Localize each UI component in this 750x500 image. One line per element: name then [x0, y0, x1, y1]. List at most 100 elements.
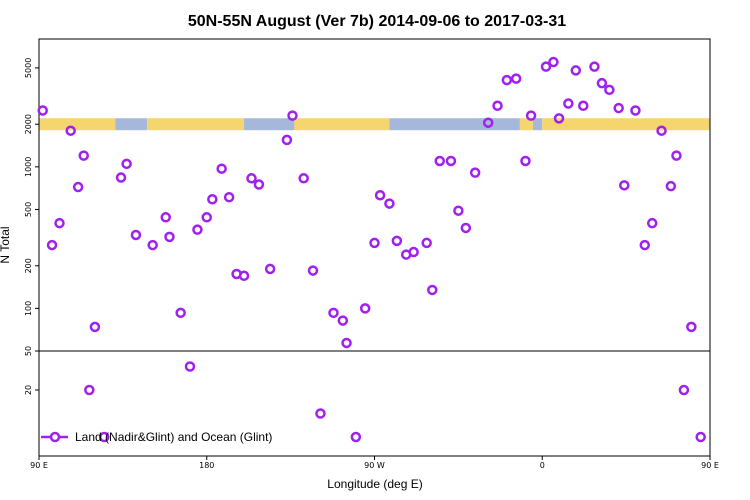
data-point: [72, 181, 84, 193]
data-point: [337, 315, 349, 326]
data-point: [238, 270, 250, 282]
data-point: [84, 384, 95, 396]
data-point: [570, 65, 582, 76]
data-point: [408, 246, 419, 258]
data-point: [391, 235, 403, 247]
y-tick-label: 500: [24, 202, 33, 217]
y-axis: 50 100 200 500 1000 2000 5000 20: [24, 58, 39, 395]
band-segment-land: [519, 118, 533, 131]
data-point: [671, 150, 682, 161]
y-tick-label: 100: [24, 301, 33, 316]
data-point: [253, 179, 265, 190]
data-point: [246, 173, 257, 184]
data-point: [453, 205, 464, 216]
x-tick-label: 180: [199, 461, 214, 470]
data-point: [147, 239, 158, 251]
data-point: [98, 431, 110, 443]
y-tick-label: 200: [24, 258, 33, 273]
data-point: [553, 113, 565, 124]
data-point: [160, 212, 171, 223]
chart-title: 50N-55N August (Ver 7b) 2014-09-06 to 20…: [188, 13, 566, 30]
x-tick-label: 0: [540, 461, 545, 470]
y-tick-label: 20: [24, 385, 33, 395]
data-point: [374, 189, 386, 201]
x-tick-label: 90 E: [701, 461, 719, 470]
data-point: [164, 231, 175, 243]
data-point: [115, 172, 127, 183]
data-point: [121, 158, 132, 170]
band-segment-ocean: [244, 118, 295, 131]
legend: Land (Nadir&Glint) and Ocean (Glint): [41, 430, 272, 444]
data-point: [604, 84, 615, 96]
band-segment-land: [39, 118, 116, 131]
band-segment-ocean: [115, 118, 148, 131]
band-segment-land: [294, 118, 390, 131]
data-point: [678, 384, 690, 396]
data-point: [619, 180, 630, 191]
land-ocean-band: [39, 118, 710, 131]
data-point: [501, 74, 513, 86]
data-point: [646, 217, 658, 229]
data-point: [434, 155, 445, 167]
data-point: [216, 163, 227, 174]
data-point: [578, 100, 589, 112]
x-axis: 90 E 180 90 W 0 90 E: [30, 456, 719, 470]
data-points: [37, 56, 706, 443]
data-point: [639, 239, 651, 251]
data-point: [201, 212, 212, 223]
data-point: [359, 303, 371, 314]
data-point: [686, 321, 697, 333]
data-point: [315, 408, 326, 419]
data-point: [54, 217, 65, 229]
data-point: [421, 237, 432, 249]
data-point: [563, 98, 574, 109]
data-point: [589, 61, 600, 72]
data-point: [298, 173, 309, 184]
data-point: [130, 229, 142, 241]
x-tick-label: 90 E: [30, 461, 48, 470]
data-point: [613, 102, 624, 114]
data-point: [89, 321, 101, 333]
data-point: [665, 180, 677, 192]
data-point: [540, 61, 552, 72]
data-point: [328, 307, 339, 319]
data-point: [264, 263, 276, 275]
data-point: [281, 134, 293, 146]
data-point: [695, 431, 706, 443]
data-point: [184, 361, 196, 372]
data-point: [192, 224, 203, 235]
data-point: [525, 110, 537, 121]
data-point: [630, 105, 641, 116]
data-point: [37, 105, 48, 116]
band-segment-land: [542, 118, 710, 131]
y-tick-label: 2000: [24, 114, 33, 134]
y-tick-label: 5000: [24, 58, 33, 78]
band-segment-ocean: [389, 118, 520, 131]
data-point: [65, 125, 76, 136]
data-point: [384, 198, 395, 209]
data-point: [207, 194, 218, 205]
y-tick-label: 50: [24, 346, 33, 356]
data-point: [223, 191, 235, 203]
band-segment-ocean: [532, 118, 543, 131]
legend-label: Land (Nadir&Glint) and Ocean (Glint): [75, 430, 272, 444]
data-point: [287, 110, 298, 121]
data-point: [510, 73, 522, 84]
data-point: [469, 167, 481, 178]
data-point: [46, 239, 58, 251]
data-point: [492, 100, 503, 112]
y-tick-label: 1000: [24, 157, 33, 177]
data-point: [78, 150, 89, 161]
data-point: [445, 155, 457, 167]
data-point: [596, 77, 608, 89]
data-point: [520, 155, 531, 167]
data-point: [548, 56, 559, 68]
band-segment-land: [147, 118, 245, 131]
data-point: [656, 125, 667, 136]
y-axis-label: N Total: [0, 226, 12, 263]
data-point: [369, 237, 380, 249]
legend-marker-swatch: [49, 431, 61, 443]
data-point: [307, 265, 319, 276]
data-point: [460, 222, 472, 234]
data-point: [175, 307, 186, 319]
